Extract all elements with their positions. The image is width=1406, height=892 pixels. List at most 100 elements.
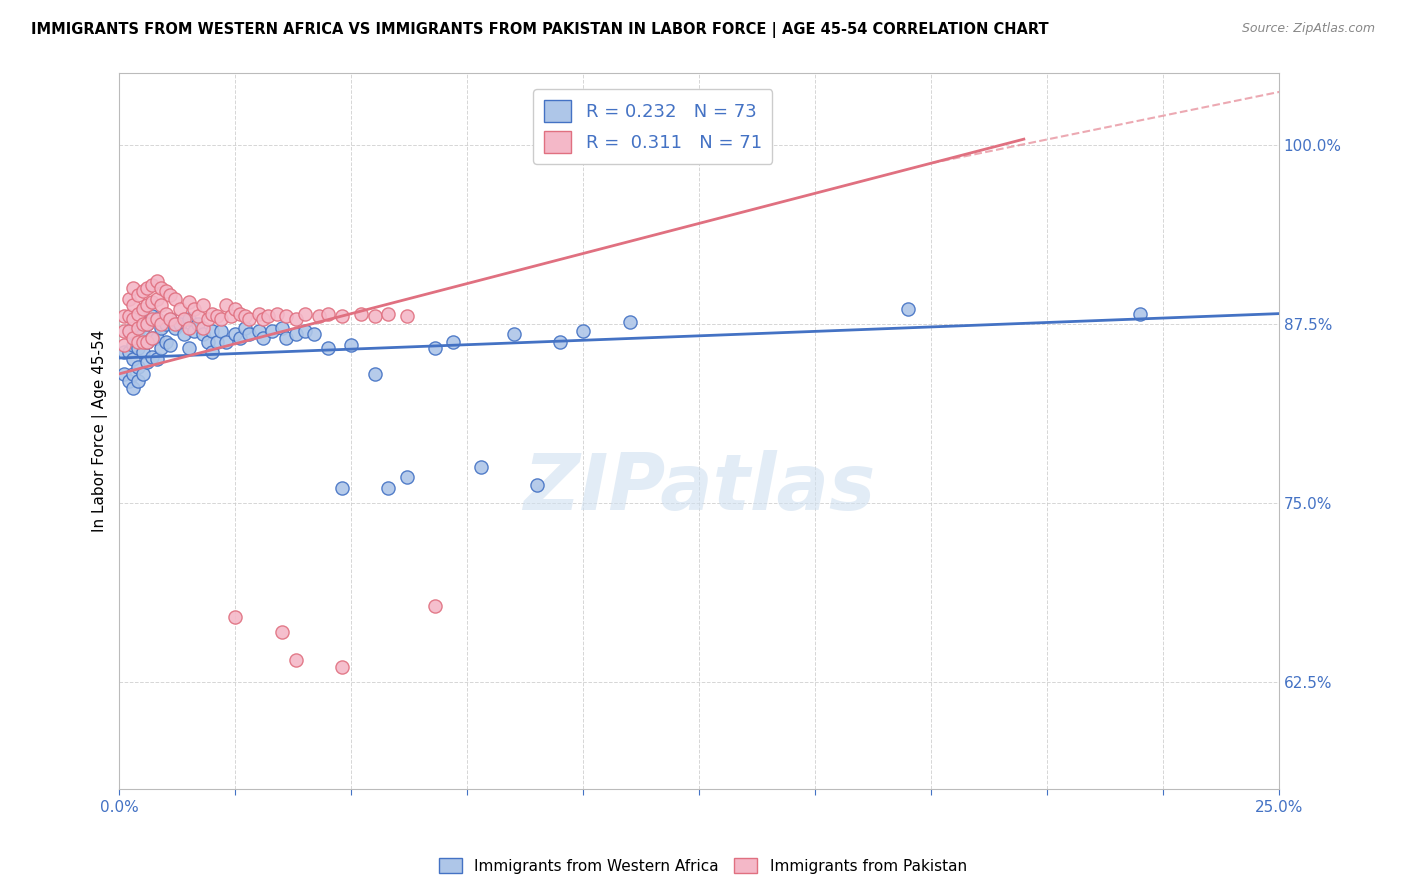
Point <box>177 312 200 326</box>
Legend: Immigrants from Western Africa, Immigrants from Pakistan: Immigrants from Western Africa, Immigran… <box>433 852 973 880</box>
Point <box>141 331 163 345</box>
Point <box>131 284 153 298</box>
Point <box>340 338 363 352</box>
Point <box>159 338 181 352</box>
Point <box>122 312 145 326</box>
Point <box>187 317 209 331</box>
Point <box>127 341 149 355</box>
Point <box>145 331 167 345</box>
Point <box>141 331 163 345</box>
Point <box>145 274 167 288</box>
Point <box>122 338 145 352</box>
Point <box>276 331 298 345</box>
Point <box>247 324 270 338</box>
Point <box>177 341 200 355</box>
Point <box>177 295 200 310</box>
Point <box>1129 307 1152 321</box>
Point <box>233 321 256 335</box>
Point <box>276 310 298 324</box>
Text: ZIPatlas: ZIPatlas <box>523 450 876 526</box>
Point <box>252 331 274 345</box>
Point <box>262 324 284 338</box>
Point <box>150 321 173 335</box>
Point <box>302 326 325 341</box>
Point <box>619 315 641 329</box>
Point <box>165 321 187 335</box>
Point <box>897 302 920 317</box>
Point <box>136 317 159 331</box>
Point <box>201 307 224 321</box>
Point <box>141 310 163 324</box>
Point <box>330 481 353 495</box>
Point <box>330 660 353 674</box>
Point <box>136 335 159 350</box>
Point <box>197 312 219 326</box>
Point <box>502 326 524 341</box>
Point <box>284 326 307 341</box>
Point <box>316 307 339 321</box>
Point <box>127 324 149 338</box>
Point <box>177 321 200 335</box>
Text: Source: ZipAtlas.com: Source: ZipAtlas.com <box>1241 22 1375 36</box>
Point <box>224 326 246 341</box>
Point <box>131 335 153 350</box>
Point <box>349 307 371 321</box>
Point <box>395 310 418 324</box>
Point <box>155 317 177 331</box>
Point <box>136 298 159 312</box>
Point <box>211 312 233 326</box>
Point <box>131 345 153 359</box>
Point <box>191 298 214 312</box>
Point <box>548 335 571 350</box>
Point <box>205 335 228 350</box>
Point <box>112 338 135 352</box>
Point <box>238 326 260 341</box>
Point <box>363 310 385 324</box>
Point <box>127 359 149 374</box>
Point <box>330 310 353 324</box>
Point <box>201 345 224 359</box>
Point <box>122 367 145 381</box>
Text: IMMIGRANTS FROM WESTERN AFRICA VS IMMIGRANTS FROM PAKISTAN IN LABOR FORCE | AGE : IMMIGRANTS FROM WESTERN AFRICA VS IMMIGR… <box>31 22 1049 38</box>
Point <box>145 312 167 326</box>
Point <box>112 310 135 324</box>
Point <box>118 374 141 388</box>
Point <box>150 317 173 331</box>
Point <box>159 288 181 302</box>
Point <box>127 288 149 302</box>
Point <box>441 335 464 350</box>
Point <box>131 367 153 381</box>
Point <box>229 331 252 345</box>
Point <box>201 324 224 338</box>
Point <box>423 341 446 355</box>
Point <box>219 310 242 324</box>
Point <box>159 312 181 326</box>
Point <box>224 610 246 624</box>
Point <box>294 307 316 321</box>
Point <box>423 599 446 613</box>
Point <box>215 298 238 312</box>
Point <box>112 324 135 338</box>
Point <box>122 381 145 395</box>
Point <box>131 302 153 317</box>
Point <box>183 302 205 317</box>
Point <box>191 321 214 335</box>
Point <box>284 312 307 326</box>
Point <box>252 312 274 326</box>
Point <box>233 310 256 324</box>
Point <box>284 653 307 667</box>
Point <box>316 341 339 355</box>
Point <box>150 281 173 295</box>
Point <box>308 310 330 324</box>
Point <box>145 312 167 326</box>
Point <box>197 335 219 350</box>
Point <box>127 374 149 388</box>
Point <box>526 478 548 492</box>
Point <box>229 307 252 321</box>
Point <box>136 281 159 295</box>
Point <box>145 293 167 307</box>
Point <box>173 312 195 326</box>
Point <box>159 312 181 326</box>
Point <box>122 331 145 345</box>
Point <box>257 310 280 324</box>
